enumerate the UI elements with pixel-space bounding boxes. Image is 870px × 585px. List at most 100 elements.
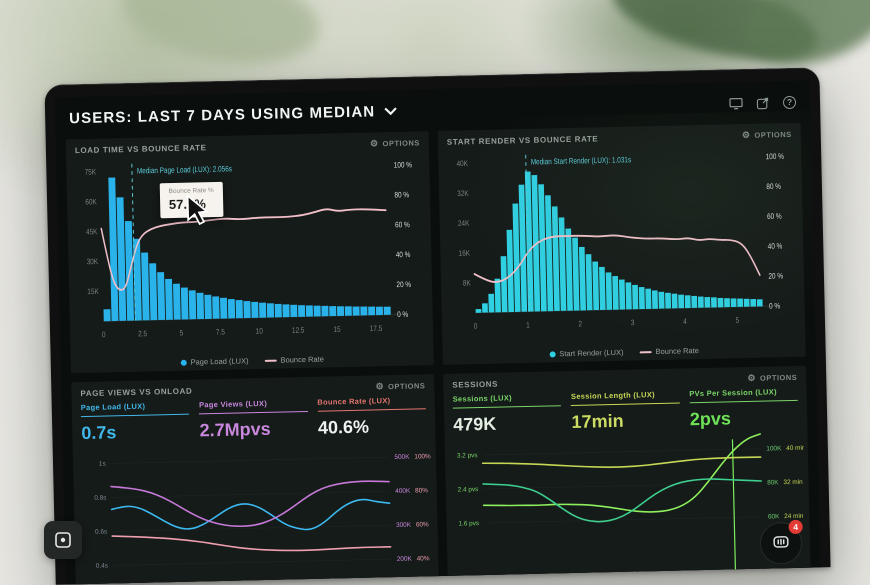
metric-value: 2pvs bbox=[689, 401, 798, 432]
svg-text:30K: 30K bbox=[87, 256, 99, 266]
metric-value: 0.7s bbox=[81, 415, 190, 446]
legend-item: Start Render (LUX) bbox=[549, 348, 623, 359]
corner-app-icon[interactable] bbox=[44, 521, 82, 559]
options-button[interactable]: ⚙ OPTIONS bbox=[370, 138, 420, 148]
display-icon[interactable] bbox=[729, 97, 743, 110]
laptop-screen: USERS: LAST 7 DAYS USING MEDIAN ? LOAD T… bbox=[44, 67, 830, 584]
svg-text:1s: 1s bbox=[99, 461, 106, 468]
svg-text:2.5: 2.5 bbox=[138, 329, 147, 339]
metric-page-load: Page Load (LUX) 0.7s bbox=[81, 401, 190, 446]
panel-grid: LOAD TIME VS BOUNCE RATE ⚙ OPTIONS Bounc… bbox=[66, 123, 812, 585]
panel-sessions: SESSIONS ⚙ OPTIONS Sessions (LUX) 479K S… bbox=[443, 366, 812, 585]
svg-text:0.4s: 0.4s bbox=[96, 563, 108, 570]
metric-bounce-rate: Bounce Rate (LUX) 40.6% bbox=[317, 395, 426, 440]
svg-text:80 %: 80 % bbox=[766, 181, 781, 191]
app-glyph-icon bbox=[53, 530, 73, 550]
svg-text:10: 10 bbox=[256, 326, 263, 336]
metric-sessions: Sessions (LUX) 479K bbox=[453, 392, 562, 437]
legend-item: Bounce Rate bbox=[264, 355, 324, 365]
svg-text:Median Start Render (LUX): 1.0: Median Start Render (LUX): 1.031s bbox=[531, 155, 632, 167]
svg-text:20 %: 20 % bbox=[768, 271, 783, 281]
header-icons: ? bbox=[729, 95, 796, 110]
svg-text:0 %: 0 % bbox=[397, 309, 409, 319]
svg-text:16K: 16K bbox=[458, 248, 470, 258]
metric-value: 40.6% bbox=[318, 409, 427, 440]
help-glyph: ? bbox=[787, 97, 792, 107]
svg-text:0: 0 bbox=[102, 329, 106, 339]
metric-page-views: Page Views (LUX) 2.7Mpvs bbox=[199, 398, 308, 443]
gear-icon: ⚙ bbox=[747, 374, 756, 383]
options-label: OPTIONS bbox=[754, 130, 791, 140]
chevron-down-icon bbox=[384, 107, 397, 115]
metric-value: 2.7Mpvs bbox=[199, 412, 308, 443]
panel-title: LOAD TIME VS BOUNCE RATE bbox=[75, 143, 207, 155]
svg-text:2: 2 bbox=[578, 319, 582, 329]
legend-item: Bounce Rate bbox=[639, 346, 699, 356]
svg-text:24K: 24K bbox=[458, 218, 470, 228]
series-dot-icon bbox=[549, 351, 555, 357]
panel-page-views: PAGE VIEWS VS ONLOAD ⚙ OPTIONS Page Load… bbox=[71, 374, 440, 584]
svg-text:4: 4 bbox=[683, 316, 687, 326]
options-label: OPTIONS bbox=[382, 138, 419, 148]
svg-text:60K: 60K bbox=[85, 197, 97, 207]
dashboard: USERS: LAST 7 DAYS USING MEDIAN ? LOAD T… bbox=[55, 80, 821, 584]
cursor-icon bbox=[167, 193, 231, 229]
help-icon[interactable]: ? bbox=[783, 95, 796, 108]
svg-text:80 %: 80 % bbox=[394, 189, 409, 199]
svg-text:7.5: 7.5 bbox=[216, 327, 225, 337]
svg-text:0 %: 0 % bbox=[769, 301, 781, 311]
gear-icon: ⚙ bbox=[742, 131, 751, 140]
metric-value: 479K bbox=[453, 406, 562, 437]
svg-text:17.5: 17.5 bbox=[370, 323, 383, 333]
start-render-chart[interactable]: Median Start Render (LUX): 1.031s 40K 32K 2… bbox=[442, 144, 801, 348]
series-dot-icon bbox=[181, 359, 187, 365]
metric-pvs-per-session: PVs Per Session (LUX) 2pvs bbox=[689, 387, 798, 432]
gear-icon: ⚙ bbox=[370, 139, 379, 148]
svg-text:3.2 pvs: 3.2 pvs bbox=[457, 452, 478, 460]
svg-text:40 %: 40 % bbox=[396, 249, 411, 259]
page-title: USERS: LAST 7 DAYS USING MEDIAN bbox=[69, 103, 375, 127]
svg-text:15: 15 bbox=[333, 324, 340, 334]
svg-text:100 %: 100 % bbox=[766, 151, 785, 161]
svg-text:8K: 8K bbox=[463, 278, 471, 288]
metrics-row: Page Load (LUX) 0.7s Page Views (LUX) 2.… bbox=[72, 393, 436, 446]
options-label: OPTIONS bbox=[760, 373, 797, 383]
svg-text:1: 1 bbox=[526, 320, 530, 330]
svg-text:40 %: 40 % bbox=[768, 241, 783, 251]
svg-text:20 %: 20 % bbox=[396, 279, 411, 289]
svg-text:32K: 32K bbox=[457, 188, 469, 198]
svg-text:1.6 pvs: 1.6 pvs bbox=[458, 520, 479, 528]
panel-title: SESSIONS bbox=[452, 380, 498, 390]
svg-text:0.8s: 0.8s bbox=[94, 495, 106, 502]
svg-text:2.4 pvs: 2.4 pvs bbox=[458, 486, 479, 494]
options-label: OPTIONS bbox=[388, 381, 425, 391]
load-time-chart[interactable]: Bounce Rate % 57.1% Median Page Load (LU… bbox=[70, 152, 429, 356]
options-button[interactable]: ⚙ OPTIONS bbox=[375, 381, 425, 391]
panel-load-time: LOAD TIME VS BOUNCE RATE ⚙ OPTIONS Bounc… bbox=[66, 131, 434, 373]
svg-text:60 %: 60 % bbox=[767, 211, 782, 221]
svg-text:60 %: 60 % bbox=[395, 219, 410, 229]
panel-title: PAGE VIEWS VS ONLOAD bbox=[80, 387, 192, 399]
options-button[interactable]: ⚙ OPTIONS bbox=[747, 373, 797, 383]
svg-text:40K: 40K bbox=[456, 158, 468, 168]
chart-tooltip: Bounce Rate % 57.1% bbox=[159, 182, 223, 218]
share-icon[interactable] bbox=[756, 96, 770, 109]
panel-start-render: START RENDER VS BOUNCE RATE ⚙ OPTIONS Me… bbox=[438, 123, 806, 365]
svg-text:5: 5 bbox=[180, 328, 184, 338]
series-line-icon bbox=[640, 351, 652, 353]
chat-icon bbox=[771, 533, 791, 553]
options-button[interactable]: ⚙ OPTIONS bbox=[742, 130, 792, 140]
svg-text:75K: 75K bbox=[85, 167, 97, 177]
dashboard-title-dropdown[interactable]: USERS: LAST 7 DAYS USING MEDIAN bbox=[69, 102, 397, 126]
svg-text:15K: 15K bbox=[87, 286, 99, 296]
svg-text:12.5: 12.5 bbox=[292, 325, 305, 335]
series-line-icon bbox=[264, 359, 276, 361]
